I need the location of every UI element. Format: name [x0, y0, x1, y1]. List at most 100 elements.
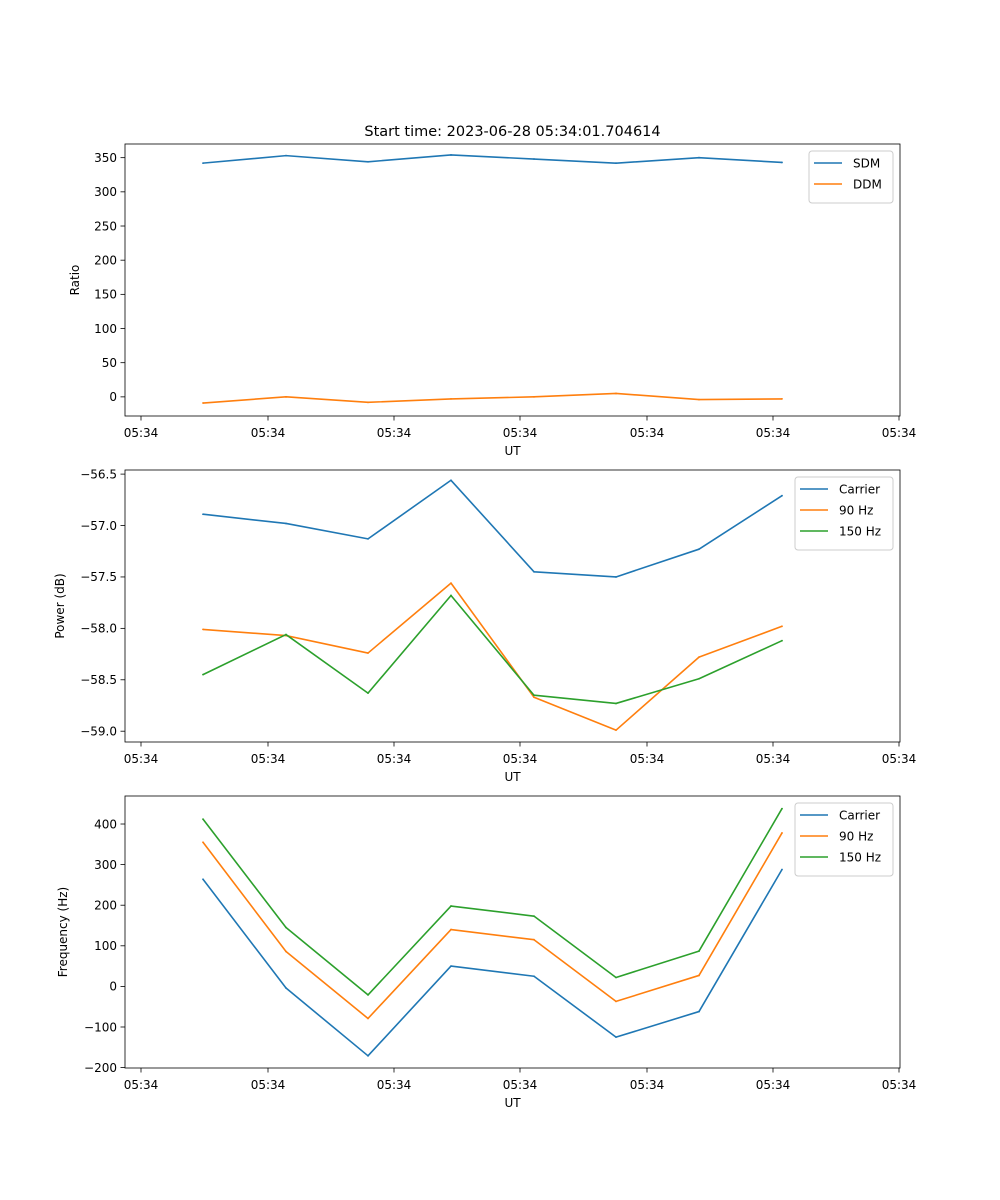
y-tick-label: 150 [94, 288, 117, 302]
legend-label: SDM [853, 157, 880, 171]
figure-title: Start time: 2023-06-28 05:34:01.704614 [364, 124, 660, 140]
y-tick-label: 0 [109, 390, 117, 404]
data-point [202, 673, 204, 676]
data-point [285, 522, 287, 525]
data-point [202, 878, 204, 881]
data-point [781, 398, 783, 400]
series-line-carrier [202, 869, 783, 1057]
data-point [202, 628, 204, 631]
data-point [781, 868, 783, 871]
data-point [781, 625, 783, 628]
y-tick-label: 0 [109, 980, 117, 994]
data-point [285, 633, 287, 636]
x-tick-label: 05:34 [251, 1078, 286, 1092]
data-point [615, 702, 617, 705]
x-tick-label: 05:34 [124, 752, 159, 766]
series-line-90-hz [202, 582, 783, 731]
data-point [533, 915, 535, 918]
y-tick-label: 200 [94, 253, 117, 267]
legend-label: DDM [853, 178, 882, 192]
x-tick-label: 05:34 [251, 426, 286, 440]
data-point [698, 656, 700, 659]
data-point [698, 950, 700, 952]
y-tick-label: 400 [94, 817, 117, 831]
axes-frame [124, 469, 901, 743]
x-axis-label: UT [504, 1096, 521, 1110]
series-line-150-hz [202, 808, 783, 996]
x-tick-label: 05:34 [503, 426, 538, 440]
data-point [285, 154, 287, 157]
data-point [367, 538, 369, 540]
data-point [781, 832, 783, 834]
data-point [533, 696, 535, 699]
data-point [698, 398, 700, 401]
x-axis-label: UT [504, 444, 521, 458]
y-tick-label: −56.5 [80, 467, 117, 481]
x-tick-label: 05:34 [630, 426, 665, 440]
data-point [450, 594, 452, 597]
data-point [202, 513, 204, 516]
x-tick-label: 05:34 [377, 1078, 412, 1092]
data-point [533, 938, 535, 941]
legend-label: 90 Hz [839, 504, 873, 518]
legend-label: Carrier [839, 483, 880, 497]
axes-frame [124, 795, 901, 1069]
data-point [367, 401, 369, 404]
data-point [615, 162, 617, 165]
x-tick-label: 05:34 [756, 752, 791, 766]
y-tick-label: 100 [94, 939, 117, 953]
data-point [367, 1054, 369, 1057]
data-point [367, 692, 369, 695]
data-point [615, 1000, 617, 1003]
data-point [202, 841, 204, 844]
y-tick-label: −57.5 [80, 570, 117, 584]
legend-label: 90 Hz [839, 830, 873, 844]
data-point [367, 1017, 369, 1020]
series-line-90-hz [202, 832, 783, 1020]
x-tick-label: 05:34 [124, 426, 159, 440]
chart-panel-3: 05:34 05:34 05:34 05:34 05:34 05:34 05:34 −200 −… [56, 795, 916, 1110]
data-point [450, 905, 452, 907]
data-point [285, 950, 287, 953]
x-tick-label: 05:34 [630, 1078, 665, 1092]
x-tick-label: 05:34 [503, 1078, 538, 1092]
y-axis-label: Ratio [68, 265, 82, 296]
data-point [533, 395, 535, 398]
data-point [450, 965, 452, 967]
series-line-sdm [202, 154, 783, 164]
x-tick-label: 05:34 [251, 752, 286, 766]
data-point [367, 652, 369, 654]
legend: Carrier 90 Hz 150 Hz [794, 802, 894, 877]
data-point [781, 161, 783, 164]
y-tick-label: 300 [94, 185, 117, 199]
legend-label: 150 Hz [839, 851, 881, 865]
y-tick-label: −58.5 [80, 673, 117, 687]
x-tick-label: 05:34 [882, 426, 917, 440]
data-point [202, 818, 204, 821]
data-point [615, 729, 617, 732]
data-point [698, 974, 700, 977]
legend-box [808, 150, 894, 204]
y-tick-label: −58.0 [80, 622, 117, 636]
y-tick-label: 100 [94, 322, 117, 336]
x-tick-label: 05:34 [503, 752, 538, 766]
x-axis-label: UT [504, 770, 521, 784]
series-line-ddm [202, 392, 783, 404]
y-axis-label: Frequency (Hz) [56, 887, 70, 978]
x-tick-label: 05:34 [630, 752, 665, 766]
y-tick-label: 350 [94, 151, 117, 165]
x-tick-label: 05:34 [756, 426, 791, 440]
legend: Carrier 90 Hz 150 Hz [794, 476, 894, 551]
data-point [533, 158, 535, 160]
data-point [698, 677, 700, 680]
data-point [781, 639, 783, 642]
y-tick-label: −200 [84, 1061, 117, 1075]
data-point [698, 1010, 700, 1013]
data-point [285, 395, 287, 398]
axes-frame [124, 143, 901, 417]
x-tick-label: 05:34 [124, 1078, 159, 1092]
legend: SDM DDM [808, 150, 894, 204]
x-tick-label: 05:34 [882, 752, 917, 766]
y-tick-label: 250 [94, 219, 117, 233]
x-tick-label: 05:34 [756, 1078, 791, 1092]
